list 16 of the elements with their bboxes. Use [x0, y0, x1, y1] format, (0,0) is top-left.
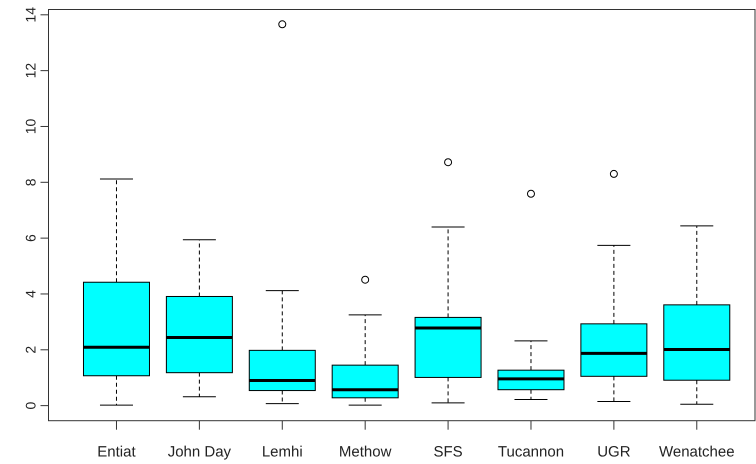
y-tick-label: 6: [22, 234, 38, 242]
x-tick-label: UGR: [597, 444, 631, 461]
x-tick-label: Wenatchee: [658, 444, 735, 461]
y-tick-label: 10: [22, 118, 38, 134]
y-tick-label: 14: [22, 6, 38, 23]
y-tick-label: 2: [22, 346, 38, 354]
y-tick-label: 8: [22, 178, 38, 186]
x-tick-label: SFS: [433, 444, 463, 461]
y-tick-label: 4: [22, 290, 38, 298]
y-tick-label: 12: [22, 62, 38, 78]
x-tick-label: John Day: [168, 444, 232, 461]
y-tick-label: 0: [22, 402, 38, 410]
x-tick-label: Lemhi: [262, 444, 303, 461]
x-tick-label: Tucannon: [498, 444, 564, 461]
x-tick-label: Methow: [338, 444, 392, 461]
x-tick-label: Entiat: [97, 444, 136, 461]
